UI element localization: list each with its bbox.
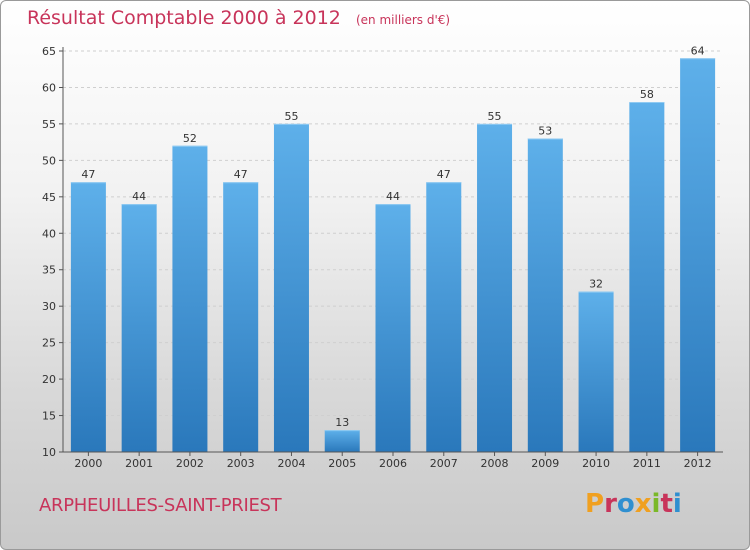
- data-label: 64: [691, 44, 705, 57]
- data-label: 47: [234, 168, 248, 181]
- y-tick-label: 55: [42, 118, 56, 131]
- logo-letter: i: [651, 489, 661, 519]
- bar: [375, 204, 411, 452]
- data-label: 58: [640, 88, 654, 101]
- y-tick-label: 10: [42, 446, 56, 459]
- y-tick-label: 20: [42, 373, 56, 386]
- y-tick-label: 35: [42, 264, 56, 277]
- y-tick-label: 40: [42, 227, 56, 240]
- title-row: Résultat Comptable 2000 à 2012 (en milli…: [27, 7, 450, 29]
- x-tick-label: 2000: [74, 457, 102, 470]
- data-label: 55: [488, 110, 502, 123]
- bar: [527, 138, 563, 452]
- y-tick-label: 50: [42, 154, 56, 167]
- x-tick-label: 2011: [633, 457, 661, 470]
- data-label: 44: [386, 190, 400, 203]
- logo-letter: x: [634, 489, 652, 519]
- chart-title: Résultat Comptable 2000 à 2012: [27, 7, 341, 29]
- bar: [477, 123, 513, 452]
- y-tick-label: 15: [42, 410, 56, 423]
- logo-letter: r: [604, 489, 617, 519]
- x-tick-label: 2005: [328, 457, 356, 470]
- x-tick-label: 2006: [379, 457, 407, 470]
- x-tick-label: 2007: [430, 457, 458, 470]
- y-tick-label: 45: [42, 191, 56, 204]
- bar: [273, 123, 309, 452]
- data-label: 47: [437, 168, 451, 181]
- x-tick-label: 2010: [582, 457, 610, 470]
- data-label: 47: [81, 168, 95, 181]
- bar: [426, 182, 462, 452]
- x-tick-label: 2003: [227, 457, 255, 470]
- data-label: 55: [284, 110, 298, 123]
- bar: [172, 145, 208, 453]
- bar: [680, 58, 716, 453]
- y-tick-label: 65: [42, 45, 56, 58]
- proxiti-logo: Proxiti: [585, 489, 682, 519]
- y-tick-label: 60: [42, 81, 56, 94]
- bar: [223, 182, 259, 452]
- chart-unit: (en milliers d'€): [355, 13, 451, 27]
- x-tick-label: 2002: [176, 457, 204, 470]
- x-tick-label: 2008: [481, 457, 509, 470]
- logo-letter: i: [672, 489, 682, 519]
- y-tick-label: 30: [42, 300, 56, 313]
- bar: [324, 430, 360, 452]
- x-tick-label: 2012: [684, 457, 712, 470]
- x-tick-label: 2004: [277, 457, 305, 470]
- data-label: 13: [335, 416, 349, 429]
- bar: [121, 204, 157, 452]
- logo-letter: o: [616, 489, 635, 519]
- data-label: 32: [589, 278, 603, 291]
- x-tick-label: 2009: [531, 457, 559, 470]
- logo-letter: t: [660, 489, 673, 519]
- y-tick-label: 25: [42, 337, 56, 350]
- data-label: 44: [132, 190, 146, 203]
- data-label: 53: [538, 124, 552, 137]
- place-name: ARPHEUILLES-SAINT-PRIEST: [39, 495, 282, 516]
- data-label: 52: [183, 132, 197, 145]
- bar: [578, 291, 614, 452]
- x-tick-label: 2001: [125, 457, 153, 470]
- bar: [70, 182, 106, 452]
- bar: [629, 102, 665, 452]
- logo-letter: P: [585, 489, 605, 519]
